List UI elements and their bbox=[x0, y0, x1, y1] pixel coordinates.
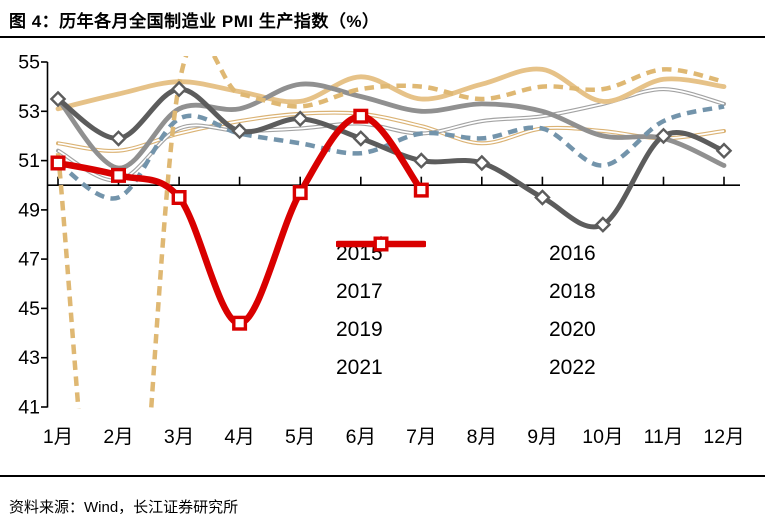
series-line-inner-2015 bbox=[57, 111, 725, 152]
marker-square-2022 bbox=[50, 155, 66, 171]
marker-diamond-2021 bbox=[534, 189, 551, 206]
legend-label-2021: 2021 bbox=[336, 355, 383, 379]
legend-item-2018: 2018 bbox=[336, 241, 762, 303]
series-line-2019 bbox=[56, 104, 725, 201]
source-note: 资料来源：Wind，长江证券研究所 bbox=[9, 499, 239, 516]
x-tick-label: 11月 bbox=[644, 426, 684, 448]
series-group bbox=[49, 56, 733, 409]
legend-label-2020: 2020 bbox=[549, 317, 596, 341]
marker-diamond-2021 bbox=[413, 152, 430, 169]
pmi-line-chart: 55 53 51 49 47 45 43 41 1月 2月 3月 4月 5月 6月 7月 8月 9月 10月 11月… bbox=[0, 38, 765, 468]
legend-item-2017: 2017 bbox=[336, 241, 549, 303]
x-tick-label: 10月 bbox=[582, 426, 623, 448]
legend-label-2017: 2017 bbox=[336, 279, 383, 303]
marker-diamond-2021 bbox=[170, 80, 188, 98]
legend-label-2019: 2019 bbox=[336, 317, 383, 341]
legend-label-2015: 2015 bbox=[336, 241, 383, 265]
y-tick-label: 45 bbox=[18, 298, 40, 320]
legend-item-2022: 2022 bbox=[336, 236, 762, 379]
series-line-2021 bbox=[55, 86, 727, 230]
x-tick-label: 2月 bbox=[103, 426, 133, 448]
legend-label-2022: 2022 bbox=[549, 355, 596, 379]
y-tick-label: 55 bbox=[18, 52, 40, 74]
marker-square-2022 bbox=[413, 182, 429, 198]
series-line-2018 bbox=[55, 81, 727, 171]
chart-legend: 2015 2016 2017 2018 2019 2020 2021 2022 bbox=[336, 234, 762, 386]
legend-item-2020: 2020 bbox=[338, 241, 762, 341]
x-tick-label: 5月 bbox=[285, 426, 315, 448]
title-divider bbox=[0, 36, 765, 38]
x-tick-label: 9月 bbox=[527, 426, 557, 448]
y-tick-label: 47 bbox=[18, 249, 40, 271]
marker-square-2022 bbox=[110, 167, 126, 183]
x-tick-label: 3月 bbox=[164, 426, 194, 448]
marker-diamond-2021 bbox=[594, 216, 612, 233]
y-tick-label: 41 bbox=[18, 397, 40, 419]
marker-square-2022 bbox=[232, 315, 248, 331]
x-tick-label: 1月 bbox=[43, 426, 73, 448]
marker-diamond-2021 bbox=[110, 130, 127, 147]
y-tick-label: 53 bbox=[18, 101, 40, 123]
y-tick-label: 49 bbox=[18, 199, 40, 221]
legend-swatch-2022 bbox=[336, 236, 426, 252]
marker-diamond-2021 bbox=[473, 154, 491, 172]
series-line-2020 bbox=[55, 56, 725, 409]
legend-label-2018: 2018 bbox=[549, 279, 596, 303]
x-tick-label: 6月 bbox=[346, 426, 376, 448]
marker-square-2022 bbox=[353, 108, 369, 124]
legend-item-2019: 2019 bbox=[336, 241, 549, 341]
marker-diamond-2021 bbox=[655, 127, 672, 145]
marker-square-2022 bbox=[292, 185, 308, 201]
x-tick-label: 4月 bbox=[224, 426, 254, 448]
legend-item-2016: 2016 bbox=[336, 241, 762, 265]
footer-divider bbox=[0, 475, 765, 477]
marker-diamond-2021 bbox=[291, 110, 309, 127]
legend-item-2021: 2021 bbox=[336, 235, 549, 379]
x-tick-label: 7月 bbox=[406, 426, 436, 448]
legend-label-2016: 2016 bbox=[549, 241, 596, 265]
marker-diamond-2021 bbox=[715, 142, 733, 159]
figure-title: 图 4：历年各月全国制造业 PMI 生产指数（%） bbox=[9, 12, 380, 31]
marker-diamond-2021 bbox=[352, 130, 370, 147]
y-tick-label: 51 bbox=[18, 150, 40, 172]
x-tick-label: 12月 bbox=[703, 426, 744, 448]
marker-diamond-2021 bbox=[231, 122, 248, 140]
x-tick-label: 8月 bbox=[467, 426, 497, 448]
marker-square-2022 bbox=[171, 189, 187, 205]
marker-diamond-2021 bbox=[49, 90, 67, 108]
y-tick-label: 43 bbox=[18, 347, 40, 369]
